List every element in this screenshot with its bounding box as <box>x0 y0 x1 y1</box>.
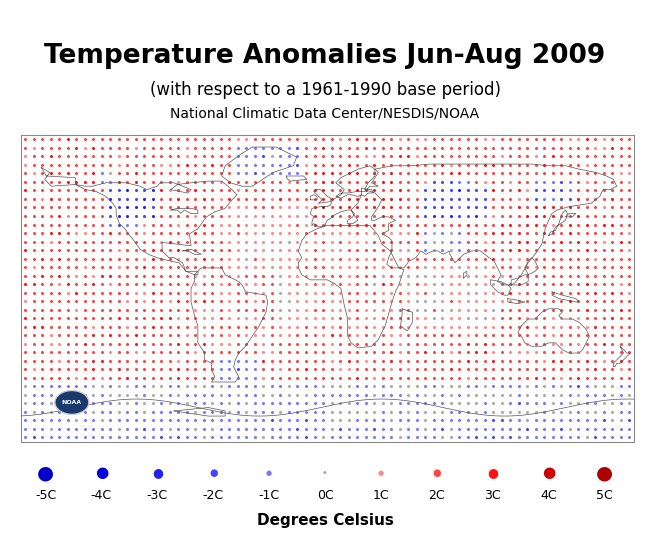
Text: -4C: -4C <box>91 489 112 502</box>
Text: ●: ● <box>95 465 108 480</box>
Text: NOAA: NOAA <box>62 400 82 405</box>
Text: (with respect to a 1961-1990 base period): (with respect to a 1961-1990 base period… <box>150 81 500 99</box>
Text: 5C: 5C <box>596 489 613 502</box>
Ellipse shape <box>55 390 89 414</box>
Text: Temperature Anomalies Jun-Aug 2009: Temperature Anomalies Jun-Aug 2009 <box>44 43 606 69</box>
Text: -2C: -2C <box>203 489 224 502</box>
Text: -5C: -5C <box>35 489 56 502</box>
Text: -1C: -1C <box>259 489 280 502</box>
Text: ●: ● <box>152 466 162 479</box>
Text: 1C: 1C <box>372 489 389 502</box>
Text: ●: ● <box>432 468 441 477</box>
Text: 2C: 2C <box>428 489 445 502</box>
Text: ●: ● <box>488 466 498 479</box>
Text: ●: ● <box>323 470 327 475</box>
Text: 3C: 3C <box>484 489 501 502</box>
Text: 4C: 4C <box>540 489 557 502</box>
Text: ●: ● <box>378 469 384 476</box>
Text: ●: ● <box>542 465 555 480</box>
Text: Degrees Celsius: Degrees Celsius <box>257 513 393 528</box>
Text: National Climatic Data Center/NESDIS/NOAA: National Climatic Data Center/NESDIS/NOA… <box>170 107 480 121</box>
Text: ●: ● <box>209 468 218 477</box>
Text: ●: ● <box>266 469 272 476</box>
Text: -3C: -3C <box>147 489 168 502</box>
Text: 0C: 0C <box>317 489 333 502</box>
Text: ●: ● <box>596 463 613 482</box>
Text: ●: ● <box>37 463 54 482</box>
